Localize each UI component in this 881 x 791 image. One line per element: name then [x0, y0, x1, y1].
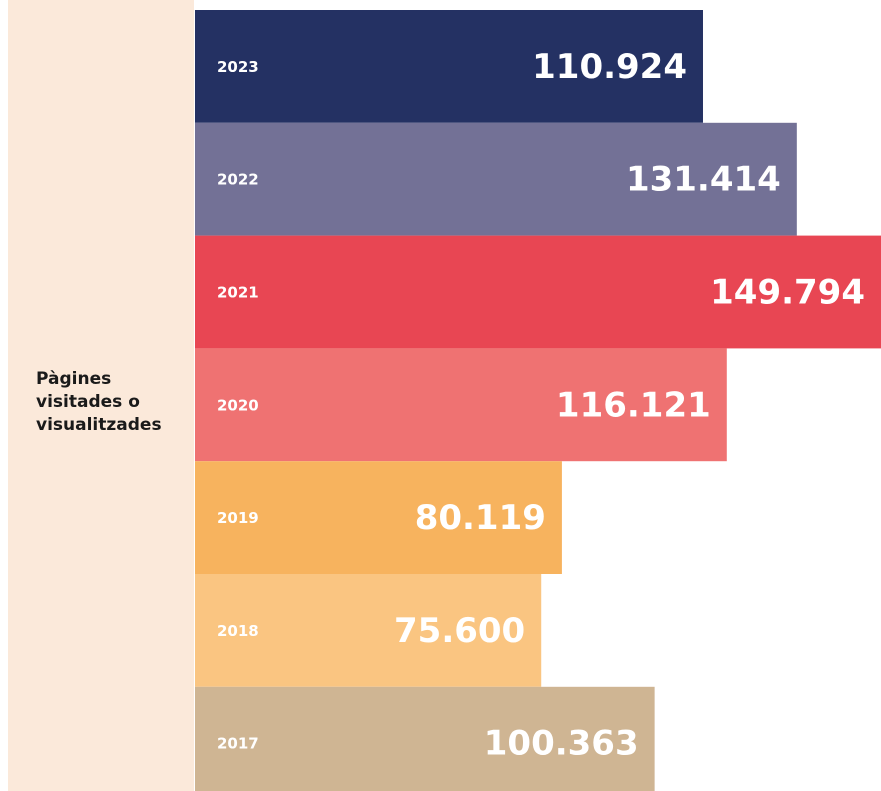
value-label: 116.121 — [556, 385, 711, 425]
value-label: 100.363 — [484, 724, 639, 764]
axis-label: Pàgines visitades o visualitzades — [36, 369, 162, 435]
label-panel — [8, 0, 194, 791]
category-label: 2021 — [217, 284, 259, 302]
bar — [195, 686, 655, 791]
bar — [195, 348, 727, 462]
value-label: 149.794 — [710, 273, 865, 313]
category-label: 2022 — [217, 171, 259, 189]
bar — [195, 10, 703, 123]
bar — [195, 122, 797, 236]
bar — [195, 235, 881, 349]
value-label: 75.600 — [394, 611, 525, 651]
value-label: 131.414 — [626, 160, 781, 200]
bar — [195, 461, 562, 574]
category-label: 2023 — [217, 58, 259, 76]
value-label: 110.924 — [532, 47, 687, 87]
bar — [195, 574, 542, 687]
category-label: 2017 — [217, 735, 259, 753]
category-label: 2019 — [217, 509, 259, 527]
category-label: 2018 — [217, 622, 259, 640]
value-label: 80.119 — [415, 498, 546, 538]
category-label: 2020 — [217, 396, 259, 414]
